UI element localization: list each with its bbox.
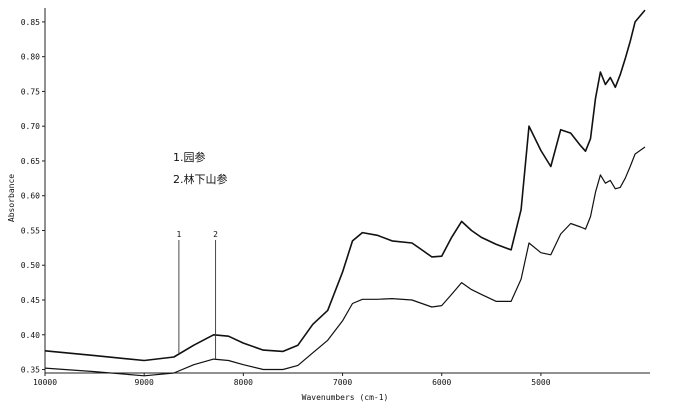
series-line-2 (44, 146, 646, 377)
x-tick-label: 6000 (432, 378, 451, 387)
x-tick-label: 8000 (234, 378, 253, 387)
marker-label-1: 1 (176, 230, 181, 239)
series-layer (44, 9, 646, 377)
y-tick-label: 0.45 (21, 296, 40, 305)
y-tick-label: 0.85 (21, 18, 40, 27)
y-tick-label: 0.70 (21, 122, 40, 131)
y-tick-label: 0.80 (21, 53, 40, 62)
y-tick-label: 0.60 (21, 192, 40, 201)
marker-label-2: 2 (213, 230, 218, 239)
x-axis-ticks: 10000 9000 8000 7000 6000 5000 (33, 373, 551, 387)
x-tick-label: 7000 (333, 378, 352, 387)
series-line-1 (44, 9, 646, 362)
y-tick-label: 0.50 (21, 261, 40, 270)
y-axis-title: Absorbance (7, 174, 16, 222)
x-tick-label: 10000 (33, 378, 57, 387)
legend-item-1: 1.园参 (173, 150, 206, 164)
y-axis-ticks: 0.35 0.40 0.45 0.50 0.55 0.60 0.65 0.70 0.75 0.80… (21, 18, 45, 375)
y-tick-label: 0.55 (21, 226, 40, 235)
y-tick-label: 0.65 (21, 157, 40, 166)
x-tick-label: 5000 (531, 378, 550, 387)
y-tick-label: 0.40 (21, 331, 40, 340)
legend: 1.园参 2.林下山参 (173, 150, 228, 186)
x-axis-title: Wavenumbers (cm-1) (302, 393, 389, 402)
legend-item-2: 2.林下山参 (173, 172, 228, 186)
x-tick-label: 9000 (135, 378, 154, 387)
y-tick-label: 0.35 (21, 366, 40, 375)
plot-frame (44, 8, 650, 374)
y-tick-label: 0.75 (21, 87, 40, 96)
